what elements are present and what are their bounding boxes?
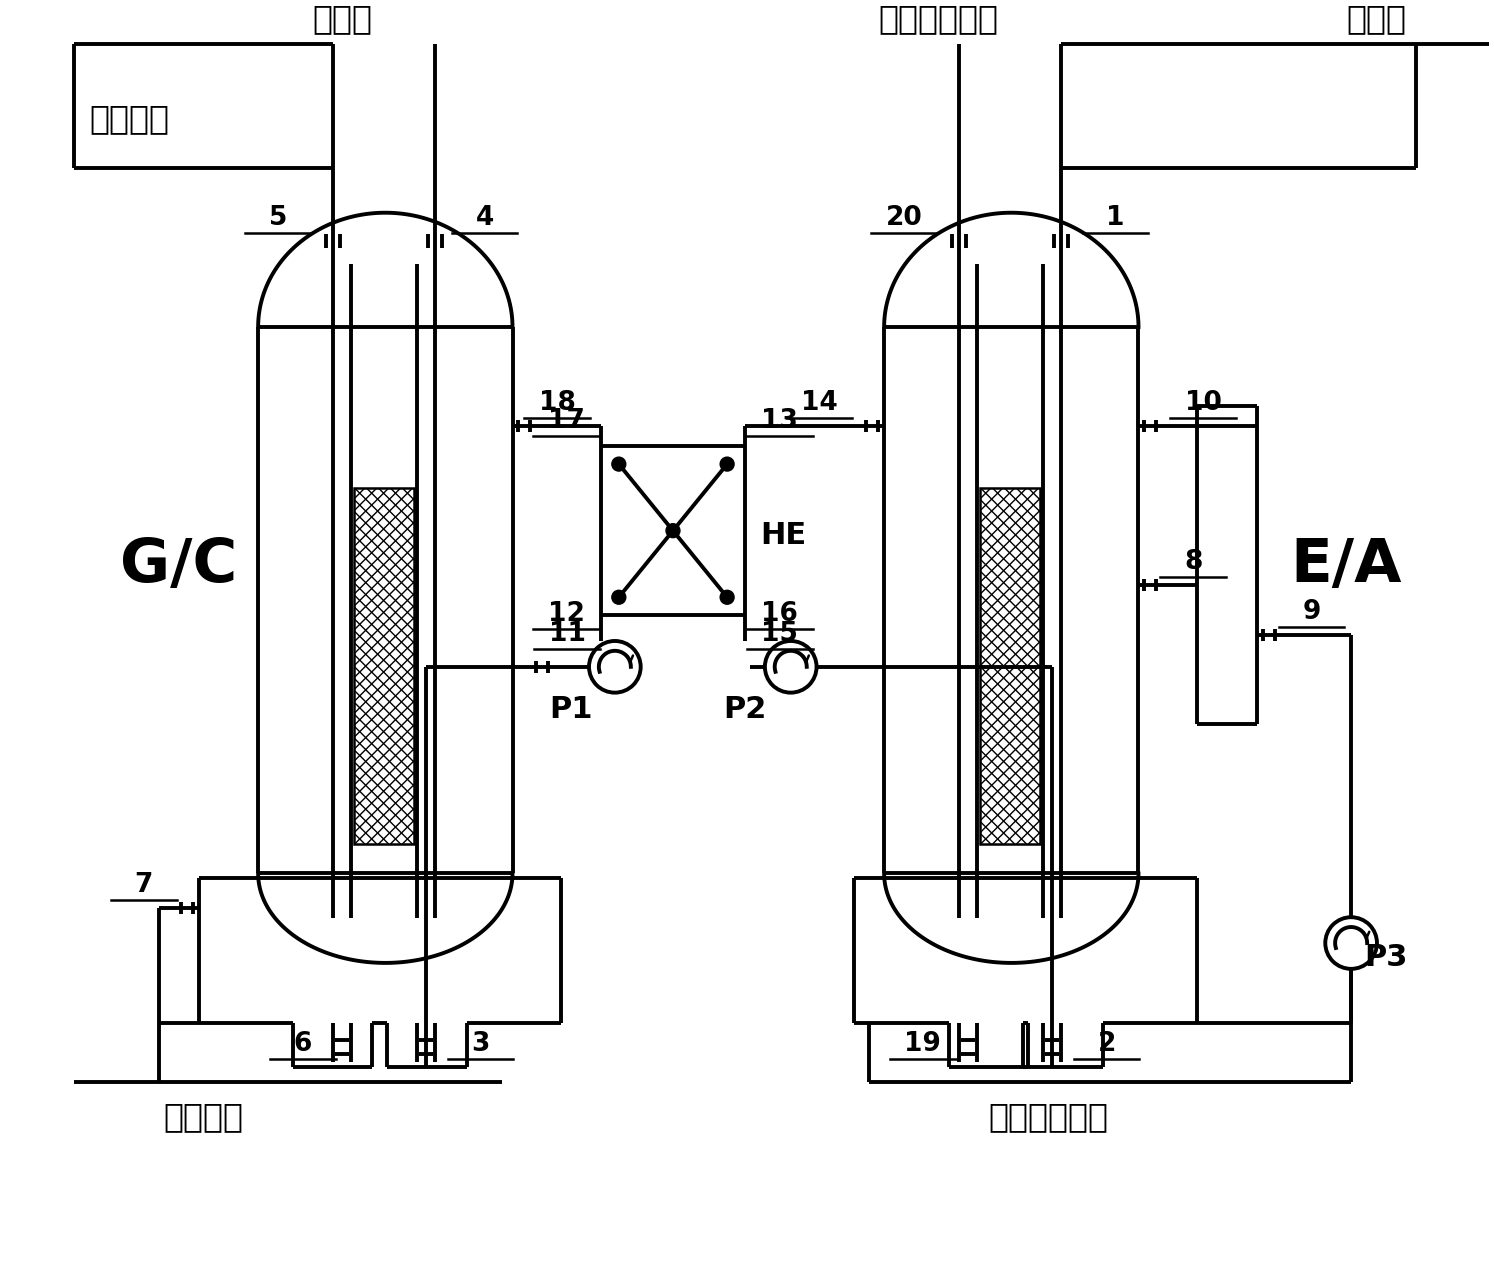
Text: 被加热物料进: 被加热物料进 <box>988 1101 1109 1134</box>
Text: 7: 7 <box>134 873 152 898</box>
Circle shape <box>1325 917 1377 968</box>
Text: 8: 8 <box>1183 550 1203 575</box>
Text: 18: 18 <box>539 391 575 416</box>
Bar <box>980 488 1040 844</box>
Text: 3: 3 <box>472 1031 490 1057</box>
Text: 20: 20 <box>886 206 922 231</box>
Text: 5: 5 <box>269 206 287 231</box>
Text: 1: 1 <box>1107 206 1125 231</box>
Circle shape <box>613 458 626 472</box>
Text: E/A: E/A <box>1291 536 1401 595</box>
Text: 废热出: 废热出 <box>312 3 372 35</box>
Text: 11: 11 <box>548 620 586 647</box>
Text: G/C: G/C <box>120 536 238 595</box>
Text: 循环水出: 循环水出 <box>163 1101 244 1134</box>
Text: 10: 10 <box>1185 391 1222 416</box>
Circle shape <box>765 641 817 692</box>
Text: 被加热物料出: 被加热物料出 <box>878 3 999 35</box>
Circle shape <box>720 458 734 472</box>
Text: 循环水入: 循环水入 <box>90 102 169 135</box>
Circle shape <box>666 523 680 537</box>
Text: P1: P1 <box>550 695 593 724</box>
Text: 6: 6 <box>294 1031 312 1057</box>
Text: P2: P2 <box>723 695 766 724</box>
Text: 废热入: 废热入 <box>1346 3 1406 35</box>
Bar <box>354 488 414 844</box>
Text: 13: 13 <box>762 409 798 434</box>
Text: 17: 17 <box>548 409 584 434</box>
Text: P3: P3 <box>1364 943 1407 972</box>
Text: 4: 4 <box>475 206 495 231</box>
Text: 2: 2 <box>1098 1031 1116 1057</box>
Text: 16: 16 <box>762 601 798 627</box>
Circle shape <box>613 590 626 604</box>
Text: 15: 15 <box>762 620 798 647</box>
Circle shape <box>720 590 734 604</box>
Circle shape <box>589 641 641 692</box>
Text: HE: HE <box>760 521 807 550</box>
Text: 19: 19 <box>904 1031 941 1057</box>
Text: 9: 9 <box>1303 599 1321 625</box>
Text: 14: 14 <box>801 391 838 416</box>
Text: 12: 12 <box>548 601 584 627</box>
